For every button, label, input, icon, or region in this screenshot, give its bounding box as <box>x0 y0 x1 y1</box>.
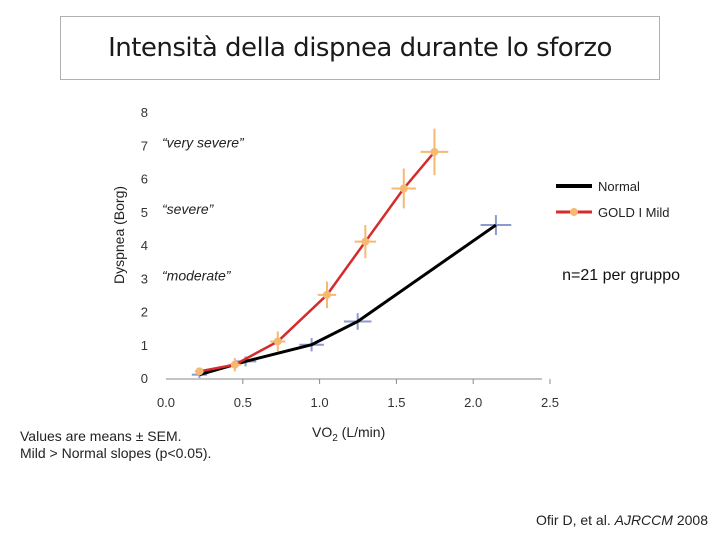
y-tick-8: 8 <box>141 105 148 120</box>
legend: Normal GOLD I Mild <box>556 179 670 220</box>
x-tick-0.0: 0.0 <box>157 395 175 410</box>
gold-point-3 <box>322 290 331 299</box>
y-tick-6: 6 <box>141 172 148 187</box>
legend-gold-label: GOLD I Mild <box>598 205 670 220</box>
legend-gold-marker <box>570 208 578 216</box>
y-tick-7: 7 <box>141 138 148 153</box>
chart-title: Intensità della dispnea durante lo sforz… <box>108 33 612 63</box>
annotations: “very severe” “severe” “moderate” <box>162 134 245 283</box>
x-tick-0.5: 0.5 <box>234 395 252 410</box>
series-layer <box>191 128 512 378</box>
x-tick-marks <box>242 379 551 384</box>
gold-point-6 <box>430 147 439 156</box>
x-axis-label: VO2 (L/min) <box>312 424 385 444</box>
y-axis-label: Dyspnea (Borg) <box>111 186 127 284</box>
y-tick-labels: 0 1 2 3 4 5 6 7 8 <box>141 105 148 386</box>
citation-authors: Ofir D, et al. <box>536 512 615 528</box>
citation: Ofir D, et al. AJRCCM 2008 <box>536 512 708 528</box>
y-tick-5: 5 <box>141 205 148 220</box>
x-tick-labels: 0.0 0.5 1.0 1.5 2.0 2.5 <box>157 395 559 410</box>
annotation-1: “severe” <box>162 201 215 217</box>
y-tick-4: 4 <box>141 238 148 253</box>
x-tick-2.5: 2.5 <box>541 395 559 410</box>
gold-point-2 <box>273 337 282 346</box>
stats-note: Values are means ± SEM. Mild > Normal sl… <box>20 428 211 462</box>
citation-journal: AJRCCM <box>614 512 673 528</box>
title-box: Intensità della dispnea durante lo sforz… <box>60 16 660 80</box>
y-tick-2: 2 <box>141 305 148 320</box>
citation-year: 2008 <box>672 512 708 528</box>
group-size-label: n=21 per gruppo <box>562 267 680 284</box>
x-tick-1.5: 1.5 <box>387 395 405 410</box>
stats-note-line1: Values are means ± SEM. <box>20 428 182 444</box>
x-axis-label-main: VO <box>312 424 333 440</box>
gold-point-4 <box>361 237 370 246</box>
gold-series-line <box>199 151 436 373</box>
x-tick-1.0: 1.0 <box>311 395 329 410</box>
x-axis-label-rest: (L/min) <box>337 424 386 440</box>
gold-point-1 <box>230 360 239 369</box>
gold-point-0 <box>195 367 204 376</box>
x-tick-2.0: 2.0 <box>464 395 482 410</box>
normal-series-line <box>199 223 497 377</box>
y-tick-0: 0 <box>141 371 148 386</box>
annotation-0: “very severe” <box>162 134 245 150</box>
annotation-2: “moderate” <box>162 267 232 283</box>
x-axis-label-sub: 2 <box>332 432 338 444</box>
y-tick-1: 1 <box>141 338 148 353</box>
y-tick-3: 3 <box>141 271 148 286</box>
legend-normal-label: Normal <box>598 179 640 194</box>
stats-note-line2: Mild > Normal slopes (p<0.05). <box>20 445 212 461</box>
gold-point-5 <box>399 184 408 193</box>
